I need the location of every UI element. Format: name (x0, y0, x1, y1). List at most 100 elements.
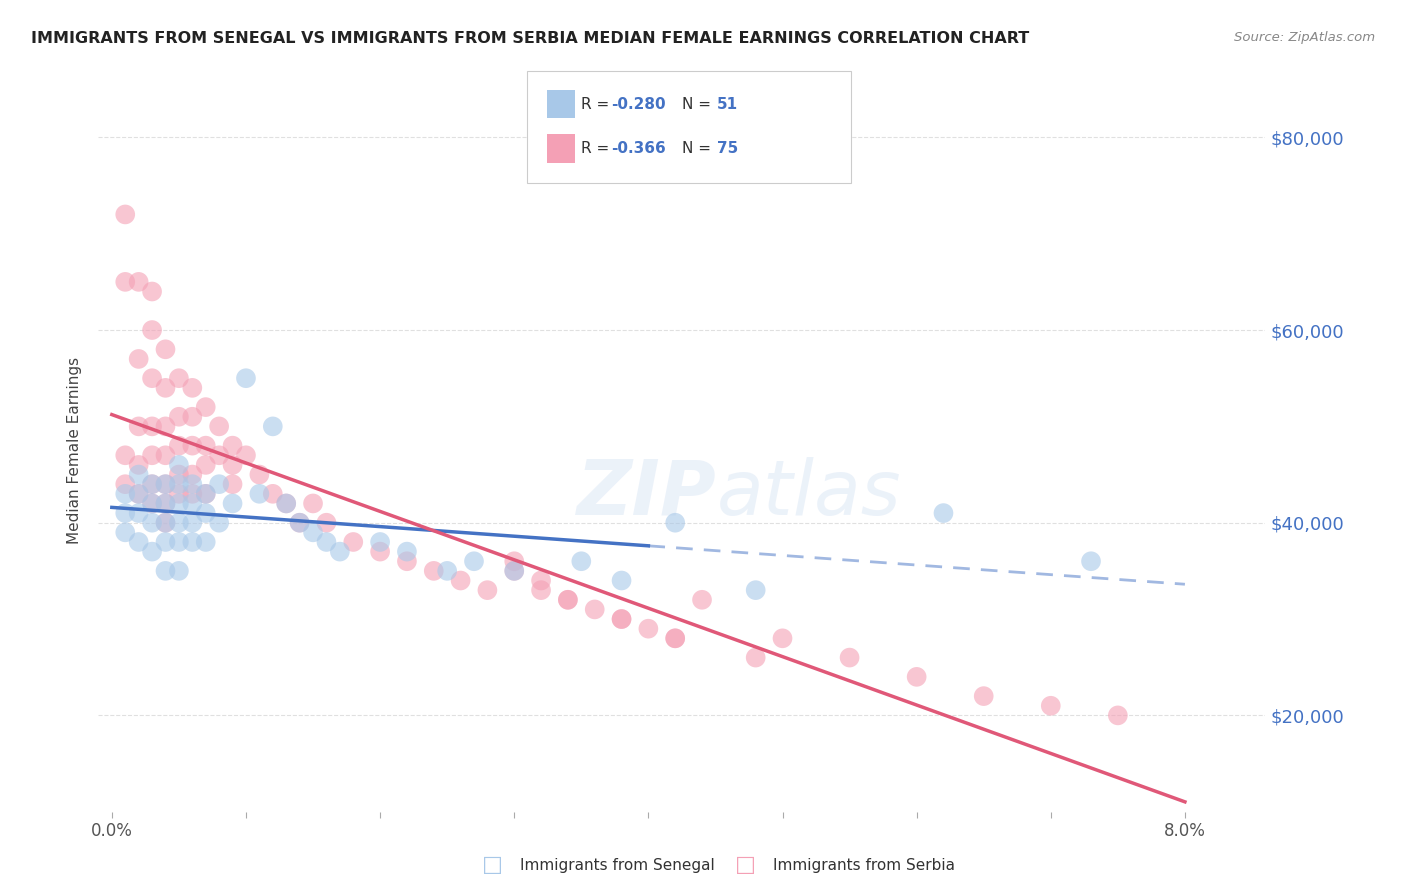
Point (610, 612, 633, 626)
Point (569, 554, 592, 568)
Point (114, 487, 136, 501)
Point (583, 602, 606, 616)
Point (114, 506, 136, 520)
Point (1080, 554, 1102, 568)
Point (664, 516, 686, 530)
Point (167, 477, 190, 491)
Point (772, 632, 794, 646)
Point (463, 554, 485, 568)
Point (221, 477, 243, 491)
Point (288, 516, 311, 530)
Point (932, 506, 955, 520)
Point (167, 496, 190, 510)
Point (395, 554, 418, 568)
Point (181, 496, 204, 510)
Point (114, 275, 136, 289)
Text: Source: ZipAtlas.com: Source: ZipAtlas.com (1234, 31, 1375, 45)
Point (208, 477, 231, 491)
Point (128, 487, 150, 501)
Point (181, 487, 204, 501)
Text: Immigrants from Senegal: Immigrants from Senegal (520, 858, 716, 872)
Point (155, 496, 177, 510)
Text: -0.280: -0.280 (612, 96, 666, 112)
Point (194, 439, 217, 453)
Point (128, 419, 150, 434)
Point (221, 496, 243, 510)
Text: -0.366: -0.366 (612, 141, 666, 156)
Point (315, 535, 337, 549)
Point (167, 487, 190, 501)
Point (128, 351, 150, 366)
Point (610, 612, 633, 626)
Point (181, 535, 204, 549)
Point (221, 458, 243, 472)
Point (302, 496, 325, 510)
Point (167, 371, 190, 385)
Point (744, 583, 766, 598)
Point (530, 583, 553, 598)
Point (167, 564, 190, 578)
Point (368, 535, 391, 549)
Point (155, 477, 177, 491)
Point (141, 516, 163, 530)
Point (167, 516, 190, 530)
Point (610, 574, 633, 588)
Point (141, 544, 163, 558)
Point (155, 516, 177, 530)
Text: R =: R = (581, 141, 614, 156)
Point (141, 477, 163, 491)
Point (838, 650, 860, 665)
Text: IMMIGRANTS FROM SENEGAL VS IMMIGRANTS FROM SERBIA MEDIAN FEMALE EARNINGS CORRELA: IMMIGRANTS FROM SENEGAL VS IMMIGRANTS FR… (31, 31, 1029, 46)
Point (262, 419, 284, 434)
Point (114, 477, 136, 491)
Point (664, 632, 686, 646)
Point (450, 574, 472, 588)
Point (557, 592, 579, 607)
Point (905, 670, 928, 684)
Point (155, 516, 177, 530)
Point (530, 574, 553, 588)
Text: N =: N = (682, 141, 716, 156)
Text: □: □ (735, 855, 755, 875)
Text: atlas: atlas (717, 457, 901, 531)
Point (208, 516, 231, 530)
Point (302, 525, 325, 540)
Point (128, 275, 150, 289)
Point (194, 400, 217, 414)
Point (262, 487, 284, 501)
Point (194, 535, 217, 549)
Point (128, 487, 150, 501)
Point (690, 592, 713, 607)
Y-axis label: Median Female Earnings: Median Female Earnings (67, 357, 83, 544)
Point (247, 467, 270, 482)
Point (181, 477, 204, 491)
Point (288, 516, 311, 530)
Point (194, 487, 217, 501)
Text: □: □ (482, 855, 502, 875)
Point (194, 487, 217, 501)
Point (141, 371, 163, 385)
Point (167, 409, 190, 424)
Point (247, 487, 270, 501)
Point (276, 496, 298, 510)
Point (208, 448, 231, 462)
Point (167, 458, 190, 472)
Text: ZIP: ZIP (578, 457, 717, 531)
Point (194, 458, 217, 472)
Point (503, 554, 526, 568)
Point (167, 467, 190, 482)
Point (141, 448, 163, 462)
Point (1107, 708, 1129, 723)
Point (141, 496, 163, 510)
Point (1039, 698, 1062, 713)
Point (503, 564, 526, 578)
Text: 51: 51 (717, 96, 738, 112)
Point (141, 477, 163, 491)
Point (368, 544, 391, 558)
Point (128, 535, 150, 549)
Point (155, 496, 177, 510)
Text: N =: N = (682, 96, 716, 112)
Point (128, 506, 150, 520)
Point (181, 381, 204, 395)
Point (155, 419, 177, 434)
